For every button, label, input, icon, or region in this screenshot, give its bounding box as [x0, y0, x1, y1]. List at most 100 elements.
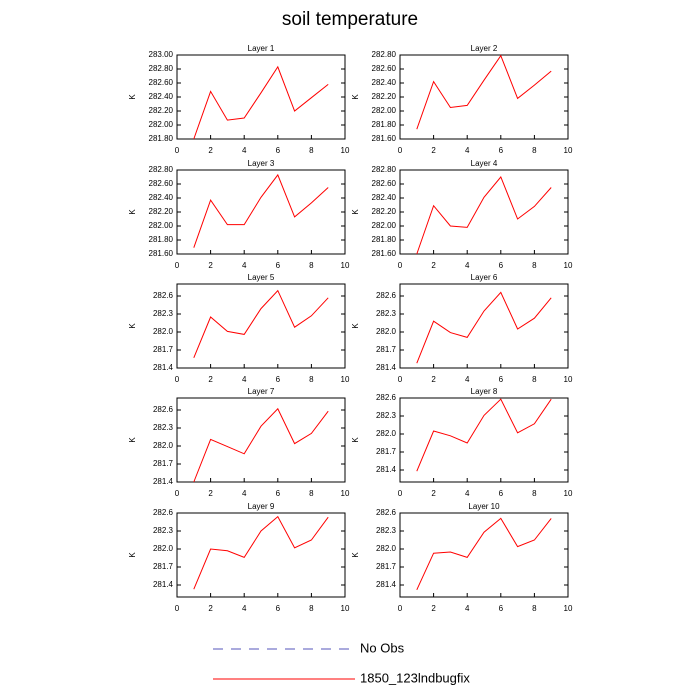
y-tick-label: 282.6	[376, 291, 397, 300]
x-tick-label: 2	[208, 489, 213, 498]
y-tick-label: 281.7	[376, 345, 397, 354]
plot-frame	[399, 169, 569, 255]
panel-title: Layer 7	[248, 387, 275, 396]
x-tick-label: 0	[398, 146, 403, 155]
y-axis-label: K	[351, 94, 360, 100]
legend-label: 1850_123lndbugfix	[360, 670, 470, 685]
x-tick-label: 6	[499, 146, 504, 155]
y-tick-label: 281.80	[149, 134, 174, 143]
y-axis-label: K	[351, 209, 360, 215]
y-tick-label: 282.0	[153, 544, 174, 553]
data-line	[193, 173, 329, 248]
x-tick-label: 4	[465, 375, 470, 384]
y-tick-label: 282.0	[153, 327, 174, 336]
data-line	[416, 176, 552, 255]
data-line	[416, 398, 552, 472]
x-tick-label: 4	[242, 146, 247, 155]
x-tick-label: 4	[465, 261, 470, 270]
x-tick-label: 0	[175, 489, 180, 498]
y-tick-label: 282.6	[376, 508, 397, 517]
plot-frame	[399, 54, 569, 140]
x-tick-label: 10	[564, 604, 573, 613]
panel-title: Layer 8	[471, 387, 498, 396]
x-tick-label: 10	[341, 261, 350, 270]
data-line	[193, 65, 329, 140]
panel-title: Layer 5	[248, 273, 275, 282]
y-tick-label: 282.6	[153, 405, 174, 414]
x-tick-label: 8	[309, 146, 314, 155]
x-tick-label: 6	[276, 375, 281, 384]
x-tick-label: 4	[242, 261, 247, 270]
y-tick-label: 281.7	[153, 459, 174, 468]
x-tick-label: 8	[532, 375, 537, 384]
data-line	[193, 289, 329, 358]
y-tick-label: 281.80	[149, 235, 174, 244]
y-axis-label: K	[128, 437, 137, 443]
panel-title: Layer 1	[248, 44, 275, 53]
x-tick-label: 4	[242, 375, 247, 384]
y-tick-label: 281.4	[153, 580, 174, 589]
y-tick-label: 282.00	[372, 221, 397, 230]
y-axis-label: K	[351, 552, 360, 558]
y-tick-label: 281.80	[372, 120, 397, 129]
plot-frame	[176, 397, 346, 483]
x-tick-label: 6	[276, 261, 281, 270]
y-tick-label: 281.60	[372, 134, 397, 143]
y-tick-label: 282.60	[372, 64, 397, 73]
y-tick-label: 282.20	[372, 92, 397, 101]
y-tick-label: 281.60	[149, 249, 174, 258]
panel-title: Layer 9	[248, 502, 275, 511]
x-tick-label: 10	[341, 489, 350, 498]
panel-title: Layer 2	[471, 44, 498, 53]
x-tick-label: 8	[309, 604, 314, 613]
x-tick-label: 10	[341, 146, 350, 155]
x-tick-label: 4	[242, 604, 247, 613]
y-tick-label: 282.6	[153, 508, 174, 517]
x-tick-label: 2	[431, 146, 436, 155]
y-axis-label: K	[351, 323, 360, 329]
data-line	[416, 54, 552, 130]
panel-title: Layer 6	[471, 273, 498, 282]
x-tick-label: 0	[398, 489, 403, 498]
x-tick-label: 0	[398, 604, 403, 613]
y-tick-label: 281.4	[376, 580, 397, 589]
x-tick-label: 8	[309, 375, 314, 384]
y-tick-label: 282.3	[153, 423, 174, 432]
x-tick-label: 4	[242, 489, 247, 498]
x-tick-label: 6	[276, 489, 281, 498]
y-tick-label: 282.0	[153, 441, 174, 450]
y-tick-label: 282.00	[372, 106, 397, 115]
x-tick-label: 10	[564, 261, 573, 270]
y-tick-label: 282.3	[376, 411, 397, 420]
data-line	[416, 517, 552, 591]
legend-label: No Obs	[360, 640, 405, 655]
x-tick-label: 10	[564, 146, 573, 155]
plot-frame	[399, 512, 569, 598]
x-tick-label: 0	[175, 375, 180, 384]
y-tick-label: 281.60	[372, 249, 397, 258]
plot-frame	[176, 169, 346, 255]
y-axis-label: K	[351, 437, 360, 443]
y-tick-label: 282.3	[153, 526, 174, 535]
x-tick-label: 8	[532, 604, 537, 613]
x-tick-label: 6	[499, 604, 504, 613]
y-tick-label: 282.6	[153, 291, 174, 300]
y-tick-label: 282.20	[372, 207, 397, 216]
data-line	[193, 515, 329, 590]
y-tick-label: 281.4	[153, 363, 174, 372]
x-tick-label: 8	[532, 489, 537, 498]
x-tick-label: 4	[465, 146, 470, 155]
x-tick-label: 6	[499, 375, 504, 384]
x-tick-label: 6	[499, 261, 504, 270]
y-tick-label: 282.0	[376, 544, 397, 553]
y-tick-label: 282.60	[372, 179, 397, 188]
y-tick-label: 282.60	[149, 179, 174, 188]
x-tick-label: 6	[276, 604, 281, 613]
x-tick-label: 0	[175, 146, 180, 155]
y-tick-label: 282.60	[149, 78, 174, 87]
x-tick-label: 0	[175, 604, 180, 613]
y-tick-label: 281.4	[376, 465, 397, 474]
y-tick-label: 282.0	[376, 327, 397, 336]
y-tick-label: 282.20	[149, 207, 174, 216]
